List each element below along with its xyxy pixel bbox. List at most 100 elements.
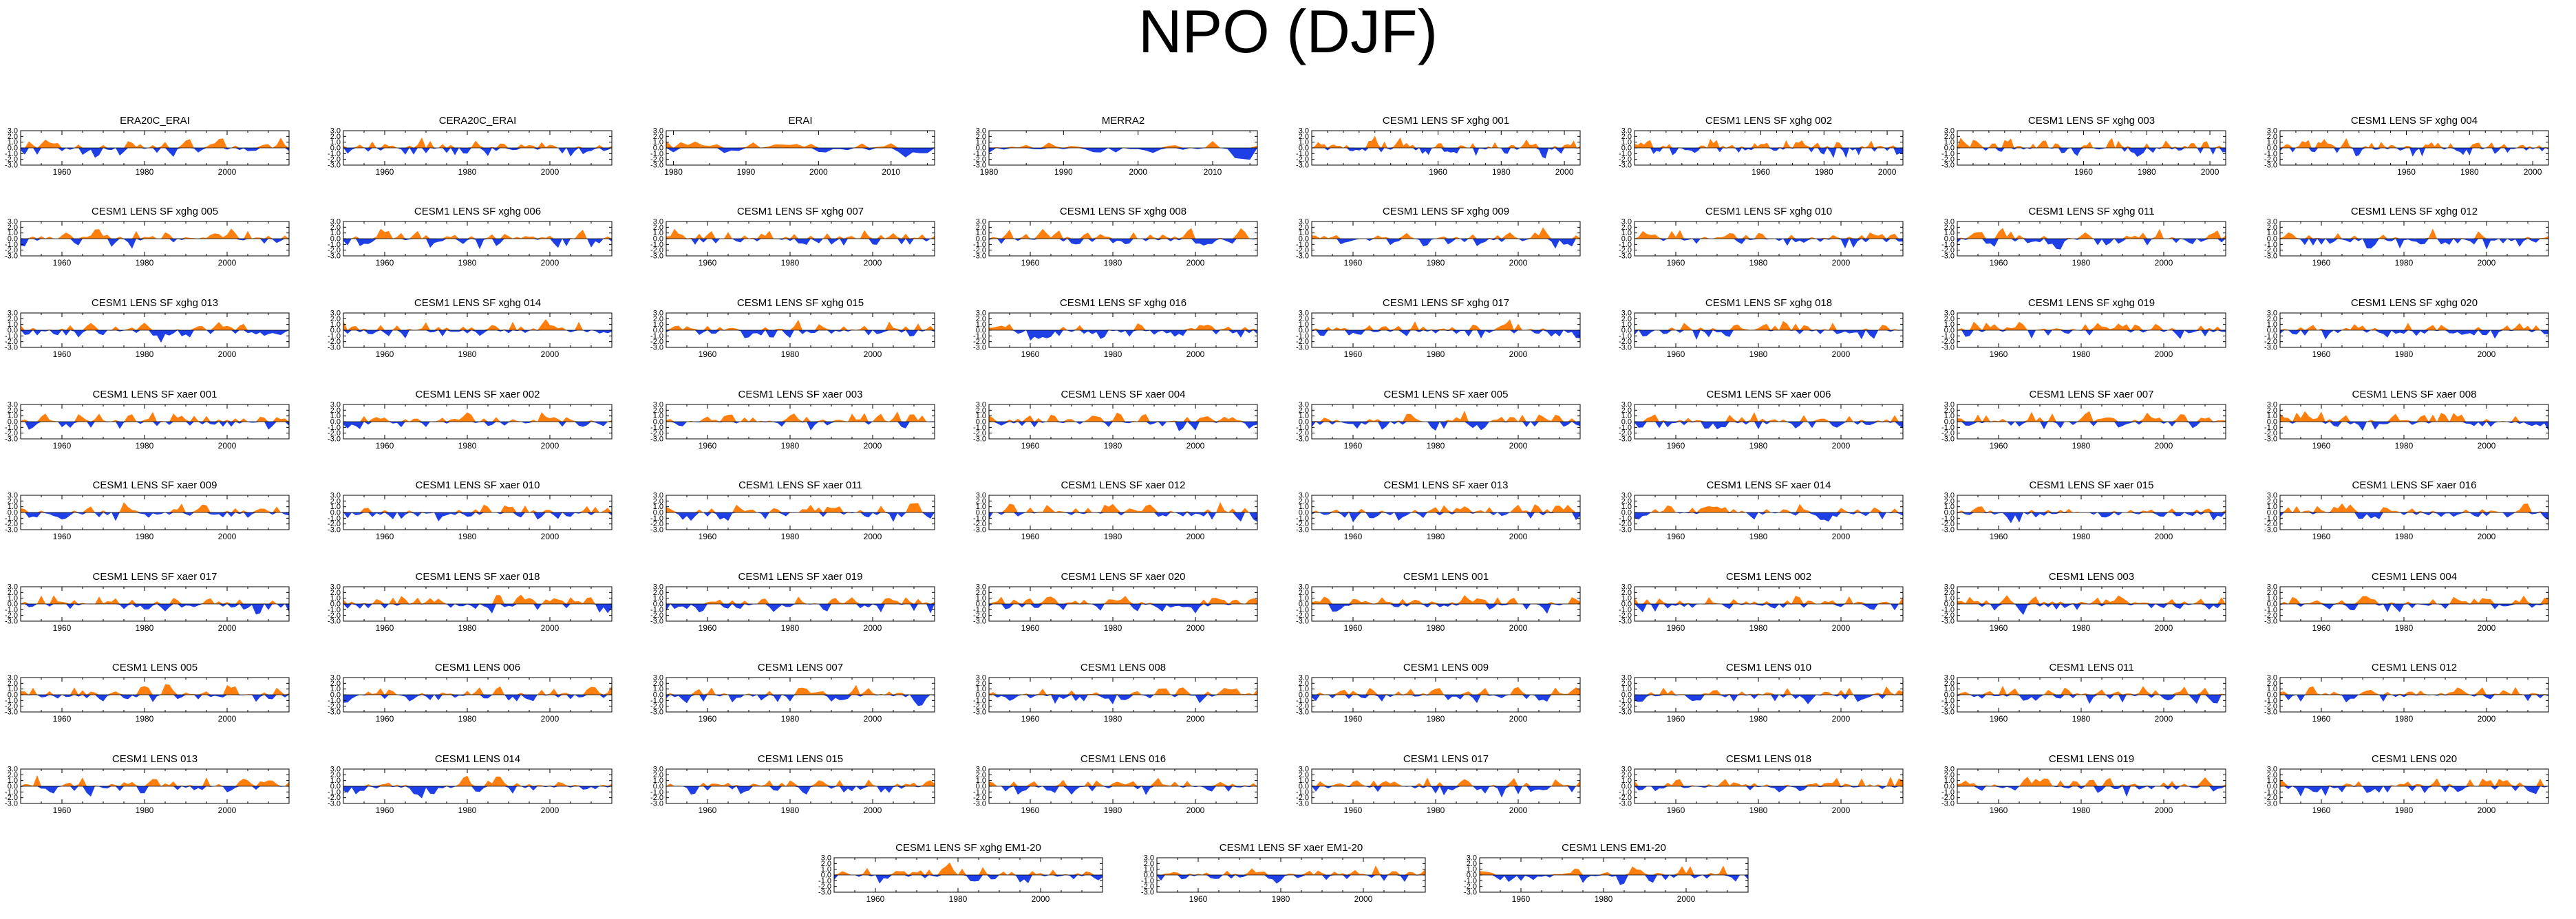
- panel: CESM1 LENS EM1-20 3.02.01.00.0-1.0-2.0-3.…: [1464, 842, 1749, 904]
- y-tick-label: -2.0: [1464, 883, 1477, 891]
- positive-area: [1312, 686, 1580, 695]
- panel: CESM1 LENS SF xaer 017 3.02.01.00.0-1.0-2…: [5, 571, 290, 633]
- y-tick-label: -3.0: [1296, 435, 1309, 444]
- x-tick-label: 1960: [1344, 258, 1363, 268]
- positive-area: [21, 595, 289, 604]
- x-tick-label: 1980: [781, 714, 800, 724]
- x-tick-label: 1960: [1344, 714, 1363, 724]
- y-tick-label: -1.0: [1619, 150, 1632, 158]
- y-tick-label: 0.0: [330, 327, 341, 335]
- panel-title: CESM1 LENS 020: [2372, 753, 2457, 765]
- x-tick-label: 1960: [699, 532, 717, 541]
- y-tick-label: 2.0: [976, 133, 986, 141]
- panel-title: CESM1 LENS SF xaer 009: [93, 479, 217, 491]
- y-tick-label: 0.0: [1621, 327, 1632, 335]
- x-tick-label: 2010: [1204, 167, 1222, 177]
- x-tick-label: 2000: [809, 167, 828, 177]
- negative-area: [1312, 239, 1580, 249]
- panel-title: CESM1 LENS 017: [1403, 753, 1489, 765]
- positive-area: [1635, 504, 1903, 512]
- y-tick-label: 1.0: [1621, 138, 1632, 147]
- negative-area: [989, 604, 1257, 614]
- y-tick-label: -1.0: [1941, 606, 1955, 614]
- y-tick-label: -1.0: [1941, 241, 1955, 249]
- y-tick-label: 0.0: [1299, 235, 1309, 244]
- x-tick-label: 2000: [541, 441, 560, 451]
- x-tick-label: 2000: [1509, 623, 1528, 633]
- negative-area: [343, 330, 612, 338]
- y-tick-label: 0.0: [1299, 601, 1309, 609]
- x-tick-label: 1980: [458, 532, 477, 541]
- x-tick-label: 1980: [2072, 623, 2091, 633]
- y-tick-label: 2.0: [1621, 771, 1632, 779]
- x-tick-label: 1960: [1990, 349, 2008, 359]
- y-tick-label: -1.0: [973, 697, 986, 705]
- x-tick-label: 2000: [218, 441, 237, 451]
- x-tick-label: 2000: [2155, 714, 2173, 724]
- x-tick-label: 1980: [1427, 806, 1445, 815]
- y-tick-label: 1.0: [330, 229, 341, 237]
- y-tick-label: -3.0: [1941, 252, 1955, 261]
- panel: CESM1 LENS SF xghg 017 3.02.01.00.0-1.0-2…: [1296, 297, 1581, 359]
- x-tick-label: 1960: [1512, 894, 1531, 904]
- x-tick-label: 2000: [2155, 349, 2173, 359]
- panel: CESM1 LENS SF xaer 007 3.02.01.00.0-1.0-2…: [1941, 389, 2226, 451]
- y-tick-label: 2.0: [1299, 315, 1309, 323]
- x-tick-label: 1960: [53, 714, 72, 724]
- y-tick-label: 1.0: [1621, 777, 1632, 785]
- y-tick-label: -3.0: [2264, 800, 2277, 808]
- x-tick-label: 1980: [1492, 167, 1511, 177]
- panel: CESM1 LENS SF xghg EM1-20 3.02.01.00.0-1.…: [818, 842, 1103, 904]
- y-tick-label: 3.0: [1944, 492, 1955, 500]
- panel-title: CESM1 LENS SF xaer 020: [1061, 571, 1186, 583]
- x-tick-label: 2000: [1832, 623, 1851, 633]
- negative-area: [1312, 604, 1580, 614]
- y-tick-label: 3.0: [1299, 674, 1309, 682]
- y-tick-label: -1.0: [2264, 788, 2277, 797]
- y-tick-label: 0.0: [8, 783, 18, 791]
- y-tick-label: -2.0: [2264, 155, 2277, 164]
- y-tick-label: -2.0: [328, 702, 341, 711]
- x-tick-label: 2000: [218, 806, 237, 815]
- y-tick-label: -3.0: [5, 800, 18, 808]
- y-tick-label: -2.0: [2264, 702, 2277, 711]
- y-tick-label: -2.0: [5, 520, 18, 528]
- x-tick-label: 1960: [376, 623, 394, 633]
- x-tick-label: 1960: [1990, 532, 2008, 541]
- y-tick-label: 0.0: [1621, 235, 1632, 244]
- y-tick-label: 1.0: [330, 138, 341, 147]
- negative-area: [1635, 604, 1903, 613]
- y-tick-label: 2.0: [1621, 589, 1632, 597]
- panel-title: CESM1 LENS SF xghg 006: [414, 206, 541, 217]
- positive-area: [2280, 778, 2548, 786]
- y-tick-label: 3.0: [653, 310, 663, 318]
- x-tick-label: 2000: [1186, 806, 1205, 815]
- panel-title: CESM1 LENS 012: [2372, 662, 2457, 673]
- positive-area: [2280, 503, 2548, 512]
- x-tick-label: 1960: [1990, 258, 2008, 268]
- panel: CESM1 LENS SF xghg 016 3.02.01.00.0-1.0-2…: [973, 297, 1258, 359]
- positive-area: [2280, 411, 2548, 422]
- y-tick-label: -3.0: [1941, 526, 1955, 534]
- negative-area: [343, 422, 612, 429]
- panel-title: CESM1 LENS 002: [1726, 571, 1811, 583]
- y-tick-label: -1.0: [650, 332, 663, 340]
- panel-title: CESM1 LENS SF xaer EM1-20: [1220, 842, 1363, 854]
- y-tick-label: -2.0: [973, 338, 986, 346]
- y-tick-label: 1.0: [330, 594, 341, 603]
- negative-area: [1957, 695, 2226, 704]
- y-tick-label: 1.0: [653, 594, 663, 603]
- y-tick-label: 0.0: [976, 418, 986, 426]
- y-tick-label: 3.0: [2267, 583, 2277, 592]
- panel-title: CESM1 LENS EM1-20: [1562, 842, 1666, 854]
- y-tick-label: 1.0: [1299, 503, 1309, 511]
- y-tick-label: 3.0: [653, 127, 663, 136]
- negative-area: [1312, 422, 1580, 431]
- y-tick-label: -2.0: [1941, 338, 1955, 346]
- y-tick-label: 3.0: [8, 492, 18, 500]
- y-tick-label: 2.0: [821, 860, 831, 868]
- y-tick-label: 0.0: [1944, 509, 1955, 517]
- x-tick-label: 1960: [1344, 623, 1363, 633]
- y-tick-label: -3.0: [1941, 435, 1955, 444]
- y-tick-label: 2.0: [8, 497, 18, 506]
